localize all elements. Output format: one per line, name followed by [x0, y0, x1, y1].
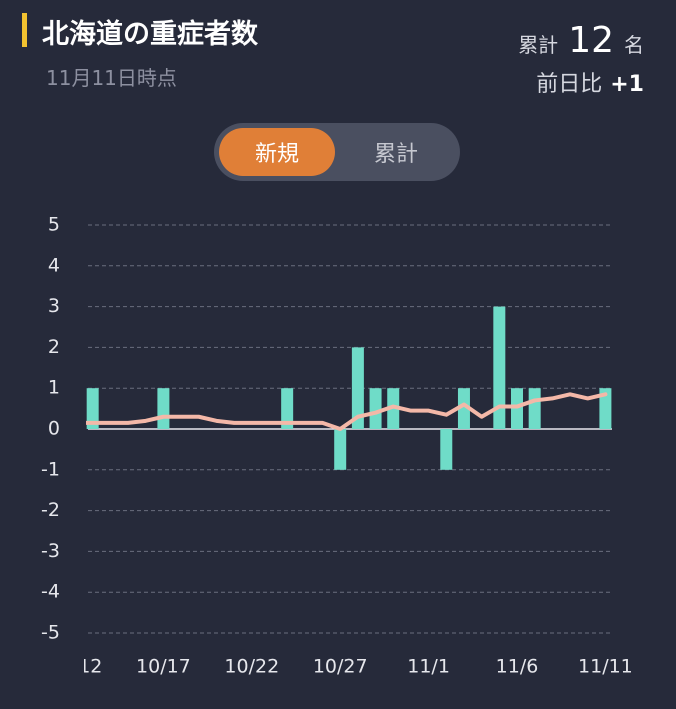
y-tick-label: -1: [41, 458, 60, 480]
total-label: 累計: [518, 33, 559, 57]
total-value: 12: [568, 20, 614, 61]
bar: [528, 388, 541, 429]
x-tick-label: 10/27: [313, 656, 368, 678]
bar: [369, 388, 382, 429]
bar: [157, 388, 170, 429]
y-tick-label: -5: [41, 622, 60, 644]
bar: [281, 388, 294, 429]
bar: [440, 429, 453, 470]
total-unit: 名: [624, 33, 644, 57]
bar: [511, 388, 523, 429]
y-tick-label: -4: [41, 581, 60, 603]
bar: [493, 306, 506, 429]
x-tick-label: 11/6: [496, 656, 539, 678]
bar: [86, 388, 99, 429]
subtitle: 11月11日時点: [46, 66, 177, 90]
x-tick-label: 10/17: [136, 656, 191, 678]
y-tick-label: 5: [48, 214, 60, 236]
y-tick-label: 3: [48, 295, 60, 317]
y-tick-label: 2: [48, 336, 60, 358]
x-tick-label: 11/1: [407, 656, 450, 678]
trend-line: [86, 392, 608, 431]
y-tick-label: 4: [48, 254, 60, 276]
x-tick-label: 11/11: [578, 656, 633, 678]
toggle-total[interactable]: 累計: [373, 142, 418, 167]
bar: [457, 388, 470, 429]
title-accent: [22, 13, 27, 47]
plot: [86, 306, 612, 470]
toggle-new[interactable]: 新規: [219, 128, 335, 176]
bar: [599, 388, 612, 429]
x-labels: 10/12 10/17 10/22 10/27 11/1 11/6 11/11: [48, 656, 633, 678]
y-tick-label: 0: [48, 418, 60, 440]
bar: [351, 347, 364, 429]
y-tick-label: 1: [48, 377, 60, 399]
y-tick-label: -2: [41, 499, 60, 521]
x-tick-label: 10/22: [224, 656, 279, 678]
toggle: 新規 累計: [214, 123, 460, 181]
diff: 前日比 +1: [536, 66, 644, 98]
x-tick-label: 10/12: [48, 656, 103, 678]
total: 累計 12 名: [518, 20, 644, 61]
diff-label: 前日比: [536, 72, 603, 97]
grid: 5 4 3 2 1 0 -1 -2 -3 -4 -5: [41, 214, 612, 644]
y-tick-label: -3: [41, 540, 60, 562]
diff-value: +1: [610, 72, 644, 97]
title: 北海道の重症者数: [42, 19, 258, 50]
bar: [334, 429, 347, 470]
